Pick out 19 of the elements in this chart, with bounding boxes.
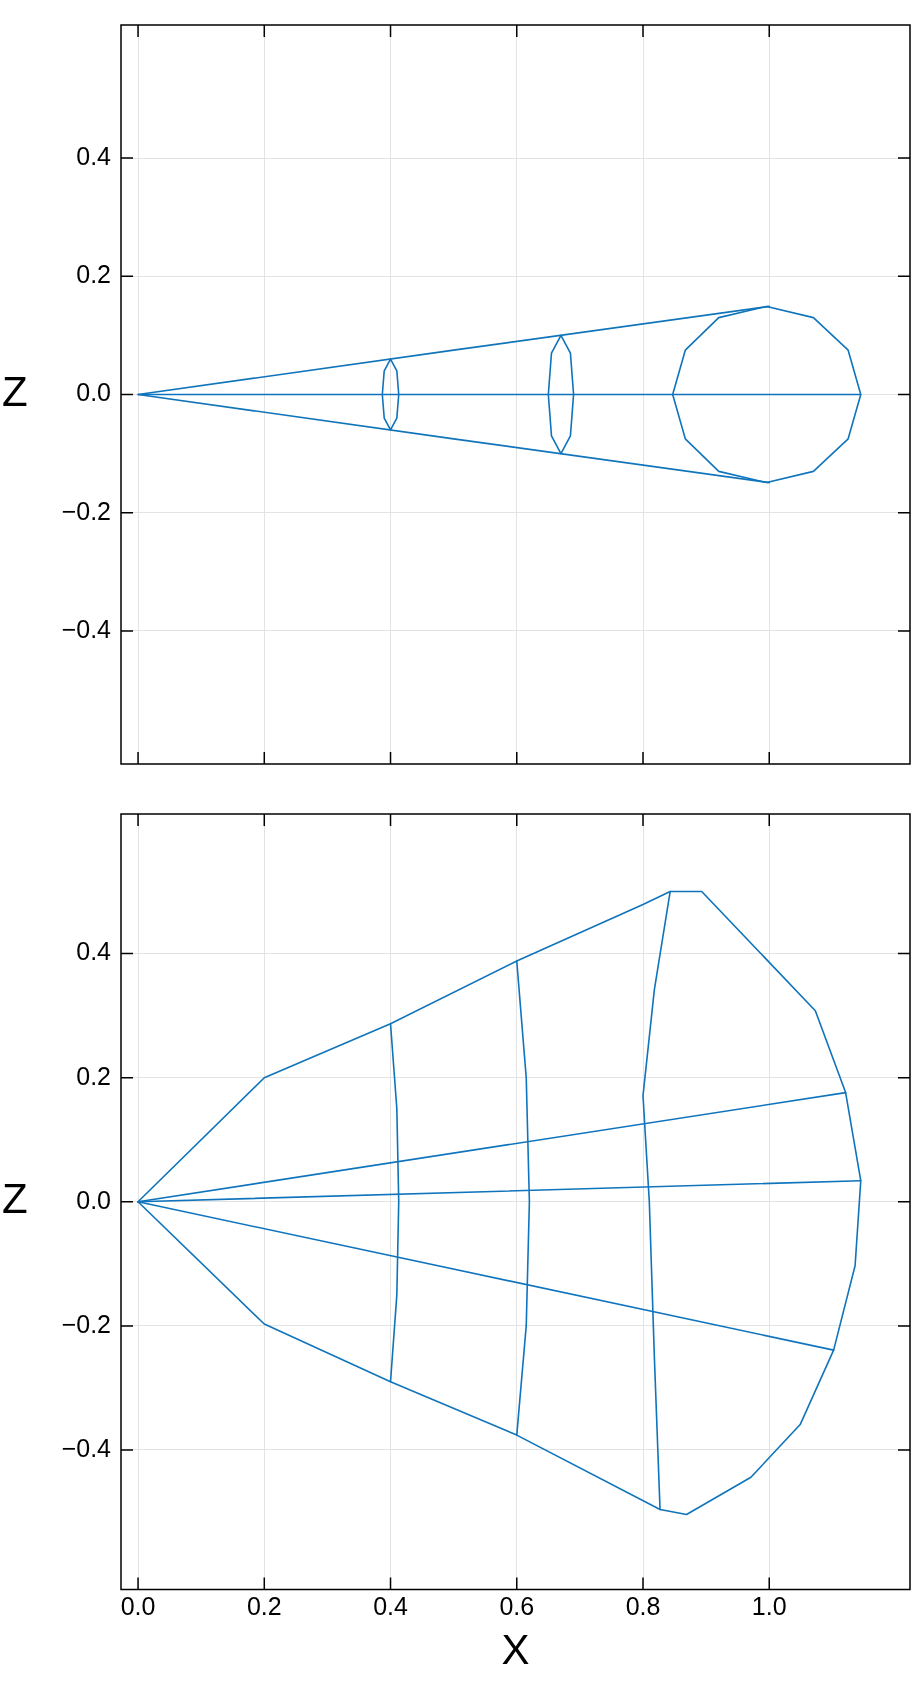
- x-tick-label: 0.8: [625, 1592, 661, 1621]
- y-tick-label: 0.4: [76, 937, 112, 966]
- y-tick-label: 0.0: [76, 378, 111, 407]
- y-tick-label: 0.2: [76, 260, 111, 289]
- x-tick-label: 0.6: [499, 1592, 535, 1621]
- y-axis-title: Z: [2, 368, 28, 416]
- x-axis-title: X: [501, 1626, 530, 1674]
- y-tick-label: 0.2: [76, 1061, 111, 1090]
- x-tick-label: 1.0: [751, 1592, 787, 1621]
- y-tick-label: −0.2: [61, 496, 111, 525]
- x-tick-label: 0.2: [246, 1592, 282, 1621]
- y-axis-title: Z: [2, 1175, 28, 1223]
- y-tick-label: −0.4: [61, 1433, 112, 1462]
- x-tick-label: 0.0: [120, 1592, 156, 1621]
- x-tick-label: 0.4: [373, 1592, 408, 1621]
- y-tick-label: 0.0: [76, 1185, 111, 1214]
- y-tick-label: −0.4: [61, 614, 112, 643]
- y-tick-label: 0.4: [76, 141, 112, 170]
- y-tick-label: −0.2: [61, 1309, 111, 1338]
